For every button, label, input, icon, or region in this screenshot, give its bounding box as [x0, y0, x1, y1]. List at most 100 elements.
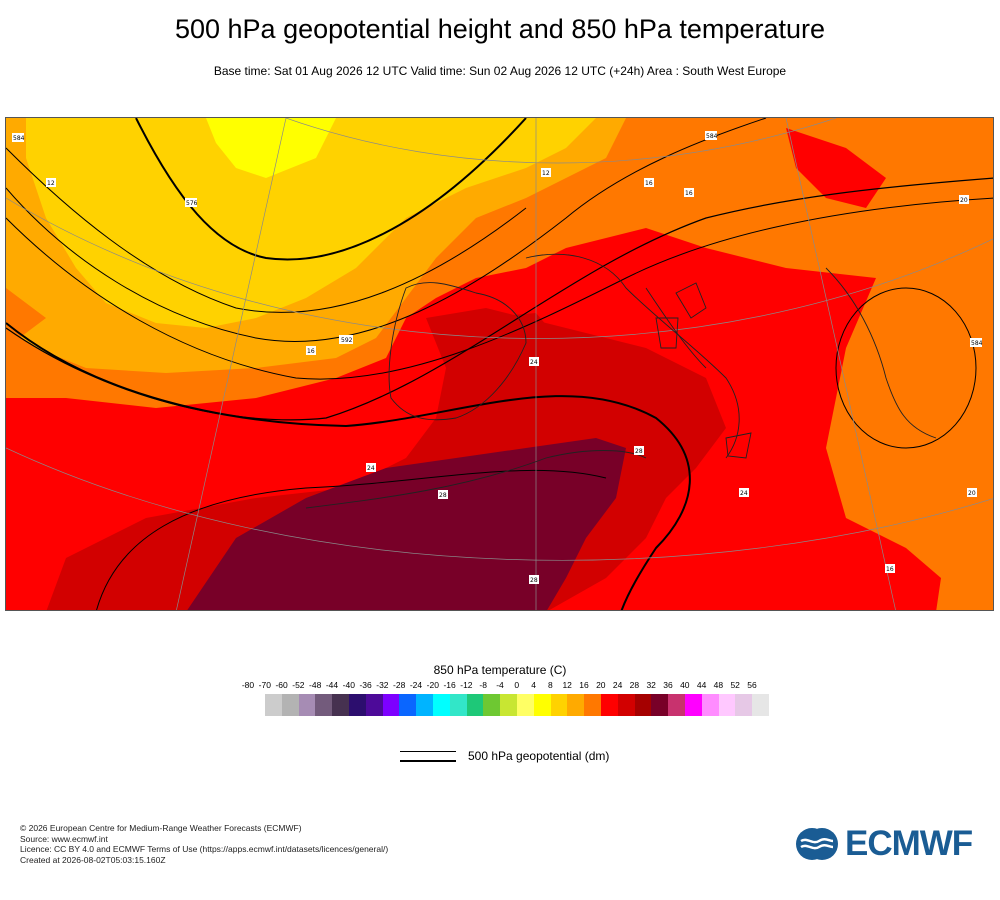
tick-label: 4 [531, 680, 536, 690]
tick-label: -60 [275, 680, 288, 690]
contour-label: 16 [684, 188, 694, 197]
band-16-20-west [6, 288, 46, 348]
footer-copyright: © 2026 European Centre for Medium-Range … [20, 823, 302, 833]
band-8-12 [26, 118, 596, 328]
contour-592 [6, 322, 691, 610]
tick-label: 16 [579, 680, 589, 690]
colorbar-cell [315, 694, 333, 716]
legend-line-thin [400, 751, 456, 752]
svg-text:12: 12 [47, 180, 55, 187]
contour-south [96, 469, 607, 610]
ecmwf-logo-icon [796, 828, 838, 860]
tick-label: 28 [629, 680, 640, 690]
tick-label: -16 [443, 680, 456, 690]
band-24-28-iberia [476, 313, 566, 378]
footer-licence: Licence: CC BY 4.0 and ECMWF Terms of Us… [20, 844, 389, 854]
contour-588 [6, 197, 993, 380]
svg-text:28: 28 [530, 577, 538, 584]
contour-label: 12 [541, 168, 551, 177]
contour-label: 16 [644, 178, 654, 187]
svg-text:28: 28 [439, 492, 447, 499]
tick-label: -8 [479, 680, 487, 690]
contour-labels: 584 576 584 592 584 12 12 16 [12, 131, 983, 584]
svg-text:576: 576 [186, 200, 198, 207]
svg-text:16: 16 [886, 566, 894, 573]
contour-label: 584 [970, 338, 983, 347]
chart-subtitle: Base time: Sat 01 Aug 2026 12 UTC Valid … [213, 64, 787, 78]
colorbar-cell [432, 694, 450, 716]
geopotential-legend-label: 500 hPa geopotential (dm) [468, 749, 610, 763]
tick-label: -12 [460, 680, 473, 690]
colorbar-cell [600, 694, 618, 716]
tick-label: 20 [596, 680, 606, 690]
contour-label: 24 [739, 488, 749, 497]
contour-label: 576 [185, 198, 198, 207]
tick-label: -44 [325, 680, 339, 690]
ecmwf-logo: ECMWF [795, 824, 985, 863]
colorbar-cell [500, 694, 517, 716]
contour-label: 584 [705, 131, 718, 140]
colorbar-cell [684, 694, 702, 716]
contour-label: 12 [46, 178, 56, 187]
colorbar-cell [365, 694, 383, 716]
contour-label: 20 [959, 195, 969, 204]
svg-text:16: 16 [307, 348, 315, 355]
tick-label: 36 [663, 680, 673, 690]
svg-text:24: 24 [530, 359, 538, 366]
tick-label: -70 [258, 680, 271, 690]
svg-text:28: 28 [635, 448, 643, 455]
contour-576 [135, 118, 527, 261]
contour-572 [6, 147, 527, 313]
footer: © 2026 European Centre for Medium-Range … [20, 823, 388, 865]
band-4-8 [206, 118, 336, 178]
band-20-24-alps [786, 128, 886, 208]
tick-label: 48 [713, 680, 724, 690]
colorbar-cell [483, 694, 501, 716]
contour-label: 16 [306, 346, 316, 355]
colorbar-cell [752, 694, 769, 716]
colorbar-cell [298, 694, 316, 716]
coastlines [305, 253, 937, 509]
svg-text:16: 16 [645, 180, 653, 187]
colorbar-cell [281, 694, 299, 716]
svg-text:592: 592 [341, 337, 353, 344]
colorbar-cell [617, 694, 635, 716]
tick-label: -4 [496, 680, 504, 690]
contour-label: 592 [339, 335, 353, 344]
colorbar-cell [466, 694, 484, 716]
colorbar-cell [550, 694, 568, 716]
tick-label: -28 [393, 680, 406, 690]
tick-label: 40 [680, 680, 690, 690]
tick-label: -80 [241, 680, 255, 690]
contour-label: 28 [438, 490, 448, 499]
contour-label: 20 [967, 488, 977, 497]
svg-text:20: 20 [960, 197, 968, 204]
svg-text:24: 24 [367, 465, 375, 472]
colorbar-cell [634, 694, 652, 716]
footer-source: Source: www.ecmwf.int [20, 833, 108, 844]
svg-text:20: 20 [968, 490, 976, 497]
temperature-tick-labels: -80 -70 -60 -52 -48 -44 -40 -36 -32 -28 -24 -20 -16-… [240, 680, 760, 692]
colorbar-cell [567, 694, 585, 716]
colorbar-cell [348, 694, 366, 716]
tick-label: 32 [646, 680, 656, 690]
svg-text:16: 16 [685, 190, 693, 197]
colorbar-cell [265, 694, 282, 716]
tick-label: 24 [612, 680, 623, 690]
temperature-legend-title: 850 hPa temperature (C) [433, 663, 567, 677]
svg-text:584: 584 [971, 340, 983, 347]
colorbar-cell [701, 694, 719, 716]
contour-label: 584 [12, 133, 25, 142]
temperature-colorbar [265, 694, 769, 716]
colorbar-cell [516, 694, 534, 716]
colorbar-cell [668, 694, 685, 716]
tick-label: -36 [359, 680, 372, 690]
ecmwf-logo-text: ECMWF [845, 824, 973, 863]
colorbar-cell [449, 694, 467, 716]
svg-text:12: 12 [542, 170, 550, 177]
contour-label: 24 [529, 357, 539, 366]
colorbar-cell [399, 694, 417, 716]
colorbar-cell [735, 694, 753, 716]
map-graphic: 584 576 584 592 584 12 12 16 [6, 118, 993, 610]
colorbar-cell [416, 694, 433, 716]
